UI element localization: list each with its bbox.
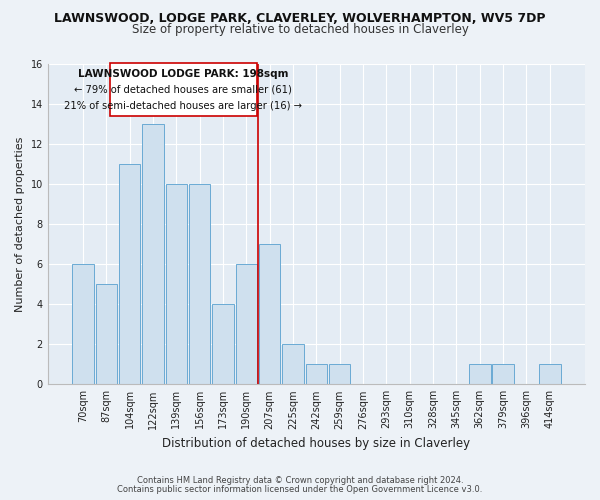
Bar (283, 344, 304, 385)
Bar (259, 244, 280, 384)
Bar (236, 264, 257, 384)
Bar (539, 364, 560, 384)
Bar (212, 304, 234, 384)
Text: Size of property relative to detached houses in Claverley: Size of property relative to detached ho… (131, 22, 469, 36)
Bar (119, 164, 140, 384)
Bar (469, 364, 491, 384)
Text: 21% of semi-detached houses are larger (16) →: 21% of semi-detached houses are larger (… (64, 102, 302, 112)
Text: LAWNSWOOD, LODGE PARK, CLAVERLEY, WOLVERHAMPTON, WV5 7DP: LAWNSWOOD, LODGE PARK, CLAVERLEY, WOLVER… (54, 12, 546, 26)
Bar (329, 364, 350, 384)
Bar (305, 364, 327, 384)
Bar (142, 124, 164, 384)
Bar (166, 184, 187, 384)
Bar (189, 184, 211, 384)
Text: Contains HM Land Registry data © Crown copyright and database right 2024.: Contains HM Land Registry data © Crown c… (137, 476, 463, 485)
Bar (72, 264, 94, 384)
Bar (493, 364, 514, 384)
Text: LAWNSWOOD LODGE PARK: 198sqm: LAWNSWOOD LODGE PARK: 198sqm (78, 69, 289, 79)
FancyBboxPatch shape (110, 63, 257, 116)
Y-axis label: Number of detached properties: Number of detached properties (15, 136, 25, 312)
X-axis label: Distribution of detached houses by size in Claverley: Distribution of detached houses by size … (163, 437, 470, 450)
Text: Contains public sector information licensed under the Open Government Licence v3: Contains public sector information licen… (118, 485, 482, 494)
Bar (95, 284, 117, 384)
Text: ← 79% of detached houses are smaller (61): ← 79% of detached houses are smaller (61… (74, 84, 292, 94)
